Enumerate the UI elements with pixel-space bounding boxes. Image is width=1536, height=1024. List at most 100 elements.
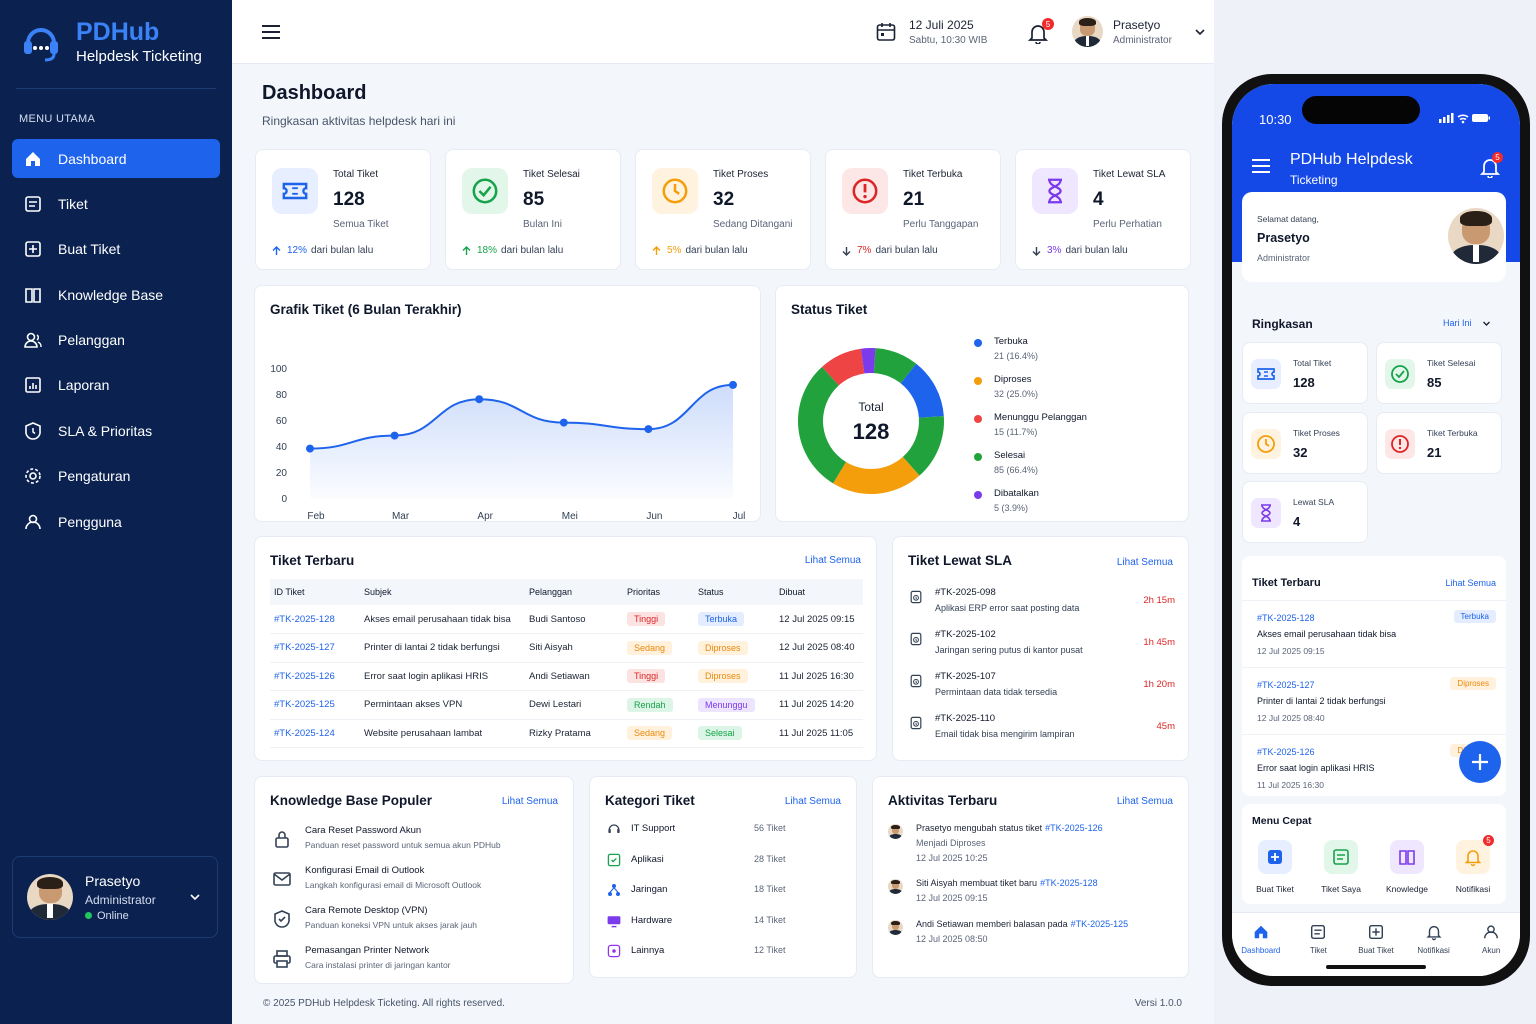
sla-ticket-desc: Aplikasi ERP error saat posting data	[935, 603, 1080, 613]
ticket-id[interactable]: #TK-2025-124	[274, 727, 335, 739]
sla-item[interactable]: #TK-2025-098 Aplikasi ERP error saat post…	[908, 587, 1175, 629]
sla-clock-icon	[910, 632, 922, 646]
activity-ticket-link[interactable]: #TK-2025-128	[1040, 878, 1098, 888]
chevron-down-icon[interactable]	[189, 891, 201, 903]
data-point[interactable]	[644, 425, 653, 434]
chevron-down-icon[interactable]	[1194, 26, 1206, 38]
phone-stat-icon-box	[1251, 359, 1281, 389]
kb-article[interactable]: Cara Remote Desktop (VPN) Panduan koneksi…	[270, 905, 560, 945]
activity-ticket-link[interactable]: #TK-2025-126	[1045, 823, 1103, 833]
kb-article[interactable]: Konfigurasi Email di Outlook Langkah konf…	[270, 865, 560, 905]
category-item[interactable]: Jaringan 18 Tiket	[606, 882, 836, 913]
donut-slice[interactable]	[798, 366, 847, 484]
category-item[interactable]: IT Support 56 Tiket	[606, 821, 836, 852]
hamburger-menu-icon[interactable]	[1252, 159, 1270, 173]
sidebar-item-pengguna[interactable]: Pengguna	[12, 502, 220, 541]
sidebar-item-dashboard[interactable]: Dashboard	[12, 139, 220, 178]
quick-menu-item[interactable]: Tiket Saya	[1308, 840, 1374, 894]
sidebar-item-tiket[interactable]: Tiket	[12, 184, 220, 223]
table-row[interactable]: #TK-2025-127 Printer di lantai 2 tidak be…	[270, 634, 863, 662]
brand[interactable]: PDHub Helpdesk Ticketing	[20, 18, 202, 65]
category-item[interactable]: Hardware 14 Tiket	[606, 913, 836, 944]
sla-item[interactable]: #TK-2025-110 Email tidak bisa mengirim la…	[908, 713, 1175, 755]
bottom-nav-tiket[interactable]: Tiket	[1290, 923, 1348, 955]
stat-card[interactable]: Tiket Proses 32 Sedang Ditangani 5% dari bul…	[635, 149, 811, 270]
sidebar-item-pengaturan[interactable]: Pengaturan	[12, 457, 220, 496]
sla-overdue-time: 2h 15m	[1143, 595, 1175, 606]
see-all-link[interactable]: Lihat Semua	[1116, 796, 1173, 807]
kb-article[interactable]: Pemasangan Printer Network Cara instalasi…	[270, 945, 560, 985]
sidebar-item-pelanggan[interactable]: Pelanggan	[12, 321, 220, 360]
bottom-nav-akun[interactable]: Akun	[1462, 923, 1520, 955]
quick-menu-item[interactable]: Knowledge	[1374, 840, 1440, 894]
bottom-nav-notifikasi[interactable]: Notifikasi	[1405, 923, 1463, 955]
phone-stat-card[interactable]: Total Tiket 128	[1242, 342, 1368, 404]
data-point[interactable]	[475, 395, 484, 404]
phone-ticket-subject: Printer di lantai 2 tidak berfungsi	[1257, 696, 1386, 706]
sidebar-item-sla-prioritas[interactable]: SLA & Prioritas	[12, 411, 220, 450]
quick-menu-item[interactable]: 5 Notifikasi	[1440, 835, 1506, 894]
ticket-id[interactable]: #TK-2025-128	[274, 613, 335, 625]
table-header: Subjek	[364, 587, 392, 597]
hamburger-menu-icon[interactable]	[262, 24, 280, 40]
donut-slice[interactable]	[860, 348, 876, 374]
sidebar-item-laporan[interactable]: Laporan	[12, 366, 220, 405]
trend-percent: 7%	[857, 245, 872, 256]
table-row[interactable]: #TK-2025-128 Akses email perusahaan tidak…	[270, 605, 863, 634]
sla-item[interactable]: #TK-2025-102 Jaringan sering putus di kan…	[908, 629, 1175, 671]
donut-slice[interactable]	[822, 348, 865, 386]
table-row[interactable]: #TK-2025-126 Error saat login aplikasi HR…	[270, 662, 863, 691]
table-row[interactable]: #TK-2025-125 Permintaan akses VPN Dewi Les…	[270, 691, 863, 719]
clock-icon	[1257, 435, 1275, 453]
bottom-nav-dashboard[interactable]: Dashboard	[1232, 923, 1290, 955]
shield-icon	[274, 910, 290, 928]
sla-item[interactable]: #TK-2025-107 Permintaan data tidak tersed…	[908, 671, 1175, 713]
sidebar-user-card[interactable]: Prasetyo Administrator Online	[12, 856, 218, 938]
table-row[interactable]: #TK-2025-124 Website perusahaan lambat Riz…	[270, 719, 863, 748]
see-all-link[interactable]: Lihat Semua	[804, 555, 861, 566]
ticket-icon	[1333, 849, 1349, 865]
data-point[interactable]	[559, 418, 568, 427]
phone-ticket-item[interactable]: #TK-2025-128 Akses email perusahaan tidak…	[1242, 600, 1506, 667]
phone-stat-card[interactable]: Tiket Proses 32	[1242, 412, 1368, 474]
phone-stat-card[interactable]: Tiket Selesai 85	[1376, 342, 1502, 404]
data-point[interactable]	[390, 431, 399, 440]
bell-icon[interactable]	[1028, 22, 1048, 44]
summary-filter[interactable]: Hari Ini	[1443, 318, 1491, 328]
fab-add-button[interactable]	[1459, 741, 1501, 783]
quick-menu-item[interactable]: Buat Tiket	[1242, 840, 1308, 894]
stat-card[interactable]: Tiket Selesai 85 Bulan Ini 18% dari bulan la…	[445, 149, 621, 270]
phone-stat-card[interactable]: Tiket Terbuka 21	[1376, 412, 1502, 474]
donut-slice[interactable]	[902, 416, 944, 476]
activity-ticket-link[interactable]: #TK-2025-125	[1070, 919, 1129, 929]
donut-slice[interactable]	[900, 363, 944, 418]
quick-menu-label: Buat Tiket	[1256, 884, 1294, 894]
bottom-nav-buat-tiket[interactable]: Buat Tiket	[1347, 923, 1405, 955]
see-all-link[interactable]: Lihat Semua	[1116, 557, 1173, 568]
top-user-menu[interactable]: Prasetyo Administrator	[1072, 16, 1206, 47]
stat-card[interactable]: Tiket Lewat SLA 4 Perlu Perhatian 3% dari bu…	[1015, 149, 1191, 270]
data-point[interactable]	[306, 444, 314, 453]
stat-card[interactable]: Total Tiket 128 Semua Tiket 12% dari bulan l…	[255, 149, 431, 270]
see-all-link[interactable]: Lihat Semua	[784, 796, 841, 807]
phone-stat-card[interactable]: Lewat SLA 4	[1242, 481, 1368, 543]
ticket-id[interactable]: #TK-2025-125	[274, 699, 335, 711]
sidebar-item-knowledge-base[interactable]: Knowledge Base	[12, 275, 220, 314]
category-item[interactable]: Lainnya 12 Tiket	[606, 943, 836, 974]
ticket-id[interactable]: #TK-2025-126	[274, 670, 335, 682]
status-chart-card: Status Tiket Total 128 Terbuka 21 (16.4%)…	[775, 285, 1189, 522]
see-all-link[interactable]: Lihat Semua	[1445, 578, 1496, 588]
category-item[interactable]: Aplikasi 28 Tiket	[606, 852, 836, 883]
see-all-link[interactable]: Lihat Semua	[501, 796, 558, 807]
kb-article[interactable]: Cara Reset Password Akun Panduan reset pa…	[270, 825, 560, 865]
notification-badge: 5	[1483, 835, 1494, 846]
donut-slice[interactable]	[873, 348, 917, 384]
phone-ticket-item[interactable]: #TK-2025-127 Printer di lantai 2 tidak be…	[1242, 667, 1506, 734]
sla-card: Tiket Lewat SLA Lihat Semua #TK-2025-098…	[892, 536, 1189, 761]
data-point[interactable]	[729, 380, 737, 389]
x-tick-label: Apr	[477, 511, 493, 522]
donut-slice[interactable]	[833, 456, 920, 494]
sidebar-item-buat-tiket[interactable]: Buat Tiket	[12, 230, 220, 269]
ticket-id[interactable]: #TK-2025-127	[274, 642, 335, 654]
stat-card[interactable]: Tiket Terbuka 21 Perlu Tanggapan 7% dari bul…	[825, 149, 1001, 270]
